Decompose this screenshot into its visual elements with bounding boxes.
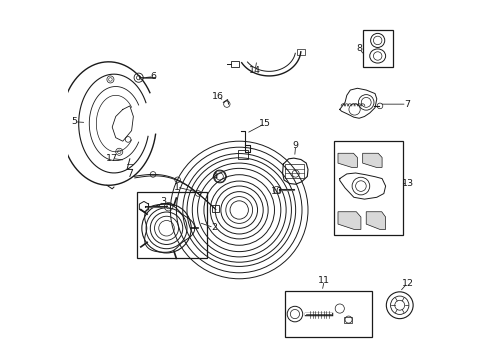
Text: 1: 1	[173, 183, 180, 192]
Polygon shape	[337, 153, 357, 167]
Text: 3: 3	[160, 197, 166, 206]
Bar	[211, 206, 219, 212]
Bar	[344, 317, 351, 323]
Bar	[296, 49, 305, 55]
Text: 16: 16	[212, 92, 224, 101]
Bar	[137, 192, 207, 258]
Text: 7: 7	[403, 100, 409, 109]
Text: 13: 13	[401, 179, 413, 188]
Text: 8: 8	[356, 44, 362, 53]
Text: 5: 5	[71, 117, 77, 126]
Polygon shape	[362, 153, 381, 167]
Polygon shape	[337, 212, 360, 229]
Text: 11: 11	[318, 276, 329, 285]
Bar	[285, 164, 304, 178]
Bar	[285, 291, 371, 337]
Text: 6: 6	[150, 72, 157, 81]
Text: 9: 9	[292, 141, 298, 150]
Text: 12: 12	[401, 279, 413, 288]
Text: 15: 15	[259, 119, 270, 128]
Polygon shape	[366, 212, 385, 229]
Bar	[362, 30, 392, 67]
Text: 2: 2	[210, 223, 216, 232]
Bar	[238, 150, 247, 159]
Text: 17: 17	[106, 154, 118, 163]
Text: 14: 14	[248, 66, 261, 75]
Bar	[334, 141, 403, 235]
Text: 4: 4	[211, 172, 217, 181]
Text: 10: 10	[270, 188, 283, 197]
Bar	[231, 61, 238, 67]
